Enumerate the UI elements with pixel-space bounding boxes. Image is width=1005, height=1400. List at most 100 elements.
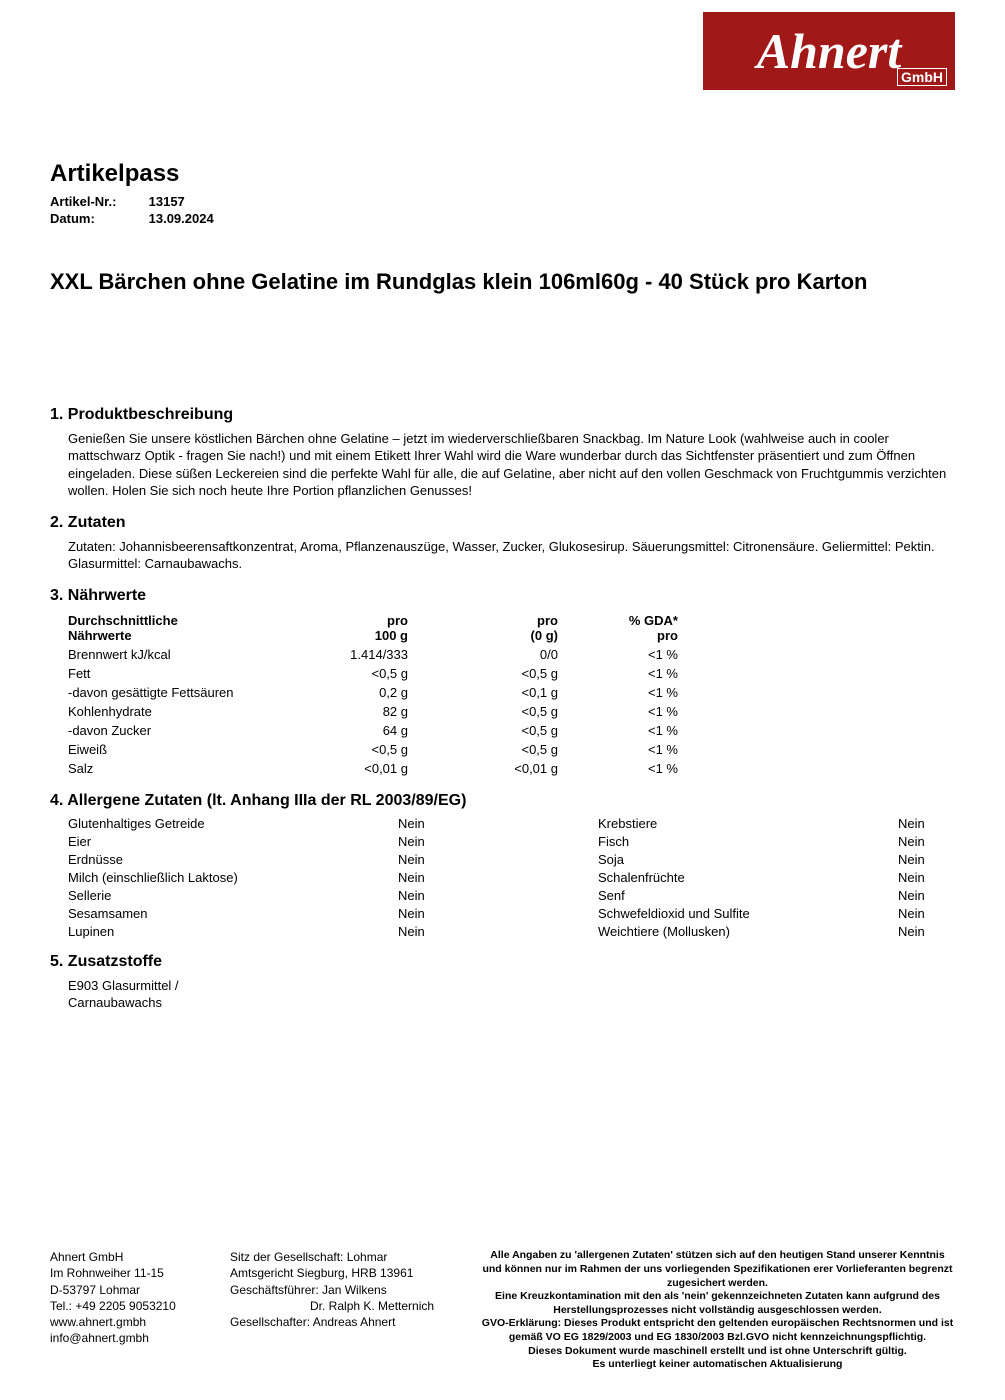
allergen-name: Sellerie bbox=[68, 888, 398, 903]
logo-name: Ahnert bbox=[757, 26, 902, 76]
table-row: Salz<0,01 g<0,01 g<1 % bbox=[68, 759, 678, 778]
date-row: Datum: 13.09.2024 bbox=[50, 211, 955, 226]
allergen-grid: Glutenhaltiges GetreideNeinKrebstiereNei… bbox=[50, 816, 955, 939]
th-per0: pro (0 g) bbox=[408, 611, 558, 645]
section-nutrition: 3. Nährwerte Durchschnittliche Nährwerte… bbox=[50, 587, 955, 778]
allergen-name: Lupinen bbox=[68, 924, 398, 939]
allergen-name: Senf bbox=[598, 888, 898, 903]
cell-gda: <1 % bbox=[558, 683, 678, 702]
allergen-value: Nein bbox=[898, 906, 958, 921]
cell-gda: <1 % bbox=[558, 740, 678, 759]
table-row: Kohlenhydrate82 g<0,5 g<1 % bbox=[68, 702, 678, 721]
section-ingredients: 2. Zutaten Zutaten: Johannisbeerensaftko… bbox=[50, 514, 955, 573]
section-heading: 2. Zutaten bbox=[50, 514, 955, 532]
th-name: Durchschnittliche Nährwerte bbox=[68, 611, 298, 645]
footer-line: info@ahnert.gmbh bbox=[50, 1330, 210, 1346]
cell-gda: <1 % bbox=[558, 759, 678, 778]
footer-disclaimer: Alle Angaben zu 'allergenen Zutaten' stü… bbox=[480, 1249, 955, 1372]
table-row: -davon gesättigte Fettsäuren0,2 g<0,1 g<… bbox=[68, 683, 678, 702]
th-line1: Durchschnittliche bbox=[68, 613, 178, 628]
section-additives: 5. Zusatzstoffe E903 Glasurmittel / Carn… bbox=[50, 953, 955, 1012]
th-line2: (0 g) bbox=[531, 628, 558, 643]
section-body: Genießen Sie unsere köstlichen Bärchen o… bbox=[50, 430, 955, 500]
allergen-value: Nein bbox=[398, 888, 478, 903]
footer-line: Im Rohnweiher 11-15 bbox=[50, 1265, 210, 1281]
footer-line: Eine Kreuzkontamination mit den als 'nei… bbox=[480, 1290, 955, 1317]
cell-per100: 64 g bbox=[298, 721, 408, 740]
cell-name: Fett bbox=[68, 664, 298, 683]
section-allergens: 4. Allergene Zutaten (lt. Anhang IIIa de… bbox=[50, 792, 955, 939]
cell-per100: 1.414/333 bbox=[298, 645, 408, 664]
cell-per0: <0,5 g bbox=[408, 664, 558, 683]
cell-gda: <1 % bbox=[558, 721, 678, 740]
th-line2: Nährwerte bbox=[68, 628, 132, 643]
allergen-value: Nein bbox=[398, 870, 478, 885]
spacer bbox=[478, 852, 598, 867]
footer-line: Dr. Ralph K. Metternich bbox=[230, 1298, 460, 1314]
allergen-value: Nein bbox=[398, 852, 478, 867]
allergen-name: Schwefeldioxid und Sulfite bbox=[598, 906, 898, 921]
th-line1: pro bbox=[537, 613, 558, 628]
cell-name: Salz bbox=[68, 759, 298, 778]
section-body: E903 Glasurmittel / Carnaubawachs bbox=[50, 977, 210, 1012]
allergen-value: Nein bbox=[898, 924, 958, 939]
cell-per100: <0,01 g bbox=[298, 759, 408, 778]
cell-name: -davon gesättigte Fettsäuren bbox=[68, 683, 298, 702]
allergen-value: Nein bbox=[898, 870, 958, 885]
footer-line: Gesellschafter: Andreas Ahnert bbox=[230, 1314, 460, 1330]
spacer bbox=[478, 834, 598, 849]
cell-per0: 0/0 bbox=[408, 645, 558, 664]
allergen-value: Nein bbox=[898, 852, 958, 867]
cell-gda: <1 % bbox=[558, 702, 678, 721]
cell-name: Brennwert kJ/kcal bbox=[68, 645, 298, 664]
footer-company-address: Ahnert GmbHIm Rohnweiher 11-15D-53797 Lo… bbox=[50, 1249, 210, 1346]
footer-line: GVO-Erklärung: Dieses Produkt entspricht… bbox=[480, 1317, 955, 1344]
spacer bbox=[478, 924, 598, 939]
section-heading: 5. Zusatzstoffe bbox=[50, 953, 955, 971]
allergen-value: Nein bbox=[898, 888, 958, 903]
allergen-value: Nein bbox=[398, 924, 478, 939]
allergen-value: Nein bbox=[898, 816, 958, 831]
spacer bbox=[478, 888, 598, 903]
th-per100: pro 100 g bbox=[298, 611, 408, 645]
page-footer: Ahnert GmbHIm Rohnweiher 11-15D-53797 Lo… bbox=[50, 1249, 955, 1372]
nutrition-table: Durchschnittliche Nährwerte pro 100 g pr… bbox=[50, 611, 955, 778]
allergen-name: Soja bbox=[598, 852, 898, 867]
th-gda: % GDA* pro bbox=[558, 611, 678, 645]
footer-line: Ahnert GmbH bbox=[50, 1249, 210, 1265]
table-row: Eiweiß<0,5 g<0,5 g<1 % bbox=[68, 740, 678, 759]
th-line1: pro bbox=[387, 613, 408, 628]
allergen-value: Nein bbox=[898, 834, 958, 849]
section-body: Zutaten: Johannisbeerensaftkonzentrat, A… bbox=[50, 538, 955, 573]
footer-line: Amtsgericht Siegburg, HRB 13961 bbox=[230, 1265, 460, 1281]
cell-per0: <0,5 g bbox=[408, 702, 558, 721]
allergen-value: Nein bbox=[398, 906, 478, 921]
cell-per100: <0,5 g bbox=[298, 740, 408, 759]
article-number-value: 13157 bbox=[149, 194, 185, 209]
footer-line: Tel.: +49 2205 9053210 bbox=[50, 1298, 210, 1314]
footer-line: Sitz der Gesellschaft: Lohmar bbox=[230, 1249, 460, 1265]
logo-suffix: GmbH bbox=[897, 68, 947, 86]
cell-per0: <0,5 g bbox=[408, 721, 558, 740]
section-description: 1. Produktbeschreibung Genießen Sie unse… bbox=[50, 406, 955, 500]
document-header: Artikelpass Artikel-Nr.: 13157 Datum: 13… bbox=[50, 160, 955, 226]
spacer bbox=[478, 906, 598, 921]
cell-per0: <0,5 g bbox=[408, 740, 558, 759]
th-line2: pro bbox=[657, 628, 678, 643]
product-title: XXL Bärchen ohne Gelatine im Rundglas kl… bbox=[50, 268, 955, 296]
cell-name: Kohlenhydrate bbox=[68, 702, 298, 721]
cell-name: -davon Zucker bbox=[68, 721, 298, 740]
spacer bbox=[478, 816, 598, 831]
allergen-value: Nein bbox=[398, 834, 478, 849]
spacer bbox=[478, 870, 598, 885]
cell-per0: <0,01 g bbox=[408, 759, 558, 778]
footer-legal-info: Sitz der Gesellschaft: LohmarAmtsgericht… bbox=[230, 1249, 460, 1330]
cell-per100: 82 g bbox=[298, 702, 408, 721]
table-row: -davon Zucker64 g<0,5 g<1 % bbox=[68, 721, 678, 740]
allergen-name: Sesamsamen bbox=[68, 906, 398, 921]
table-row: Fett<0,5 g<0,5 g<1 % bbox=[68, 664, 678, 683]
page-title: Artikelpass bbox=[50, 160, 955, 188]
allergen-name: Weichtiere (Mollusken) bbox=[598, 924, 898, 939]
date-label: Datum: bbox=[50, 211, 145, 226]
allergen-value: Nein bbox=[398, 816, 478, 831]
